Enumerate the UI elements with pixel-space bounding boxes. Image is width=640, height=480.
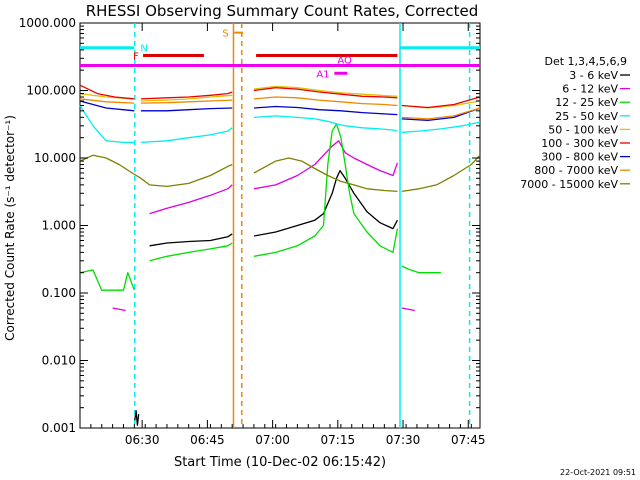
flag-label: AQ (337, 55, 352, 66)
y-tick-label: 0.100 (42, 286, 76, 300)
y-tick-label: 10.000 (34, 151, 76, 165)
series-line (401, 121, 481, 133)
series-line (140, 94, 233, 102)
x-tick-label: 07:30 (386, 433, 421, 447)
x-axis: 06:30 06:45 07:00 07:15 07:30 07:45 (79, 23, 486, 447)
series-line (140, 107, 233, 112)
flag-label: S (222, 29, 228, 40)
series-line (134, 410, 140, 426)
series-line (79, 269, 135, 291)
legend-entry-label: 25 - 50 keV (555, 110, 618, 123)
series-line (79, 98, 135, 104)
series-line (401, 96, 481, 109)
y-axis: 1000.000 100.000 10.000 1.000 0.100 0.010 0.00… (19, 16, 480, 435)
x-tick-label: 06:45 (190, 433, 225, 447)
series-line (401, 107, 481, 120)
chart-title: RHESSI Observing Summary Count Rates, Co… (86, 2, 479, 20)
legend-entry-label: 7000 - 15000 keV (520, 178, 618, 191)
y-tick-label: 1000.000 (19, 16, 76, 30)
plot-area: NF S A1 AQ (79, 22, 481, 429)
series-line (253, 87, 398, 99)
series-line (401, 307, 415, 312)
y-tick-label: 0.001 (42, 421, 76, 435)
y-tick-label: 100.000 (26, 84, 76, 98)
x-tick-label: 07:45 (451, 433, 486, 447)
flag-label: N (140, 44, 147, 55)
series-line (253, 96, 398, 107)
legend-entry-label: 6 - 12 keV (562, 83, 618, 96)
y-tick-label: 0.010 (42, 354, 76, 368)
y-tick-label: 1.000 (42, 219, 76, 233)
legend-entry-label: 100 - 300 keV (541, 137, 618, 150)
legend-entry-label: 800 - 7000 keV (534, 164, 618, 177)
series-line (79, 100, 135, 112)
legend-entry-label: 12 - 25 keV (555, 96, 618, 109)
y-axis-label: Corrected Count Rate (s⁻¹ detector⁻¹) (3, 115, 17, 341)
series-line (401, 154, 481, 193)
x-tick-label: 06:30 (125, 433, 160, 447)
series-line (79, 105, 135, 144)
flag-label: F (133, 52, 139, 63)
series-line (140, 127, 233, 144)
series-line (253, 169, 398, 237)
flag-label: A1 (316, 69, 329, 80)
series-line (112, 307, 126, 312)
legend-entry-label: 3 - 6 keV (569, 69, 618, 82)
series-line (253, 157, 398, 193)
series-line (79, 84, 135, 100)
x-axis-label: Start Time (10-Dec-02 06:15:42) (174, 455, 386, 470)
legend-entry-label: 300 - 800 keV (541, 151, 618, 164)
x-tick-label: 07:00 (255, 433, 290, 447)
series-line (253, 123, 399, 257)
series-line (149, 242, 233, 262)
legend-entry-label: 50 - 100 keV (548, 123, 618, 136)
legend-title: Det 1,3,4,5,6,9 (544, 55, 627, 68)
date-stamp: 22-Oct-2021 09:51 (560, 468, 636, 477)
series-line (401, 107, 481, 122)
series-line (149, 184, 233, 215)
series-line (253, 140, 399, 190)
series-line (149, 233, 233, 247)
series-line (140, 99, 233, 104)
series-line (253, 105, 398, 116)
series-line (401, 265, 441, 274)
x-tick-label: 07:15 (321, 433, 356, 447)
series-line (253, 115, 398, 132)
series-line (79, 154, 233, 188)
series-line (140, 91, 233, 100)
series-line (253, 85, 398, 97)
